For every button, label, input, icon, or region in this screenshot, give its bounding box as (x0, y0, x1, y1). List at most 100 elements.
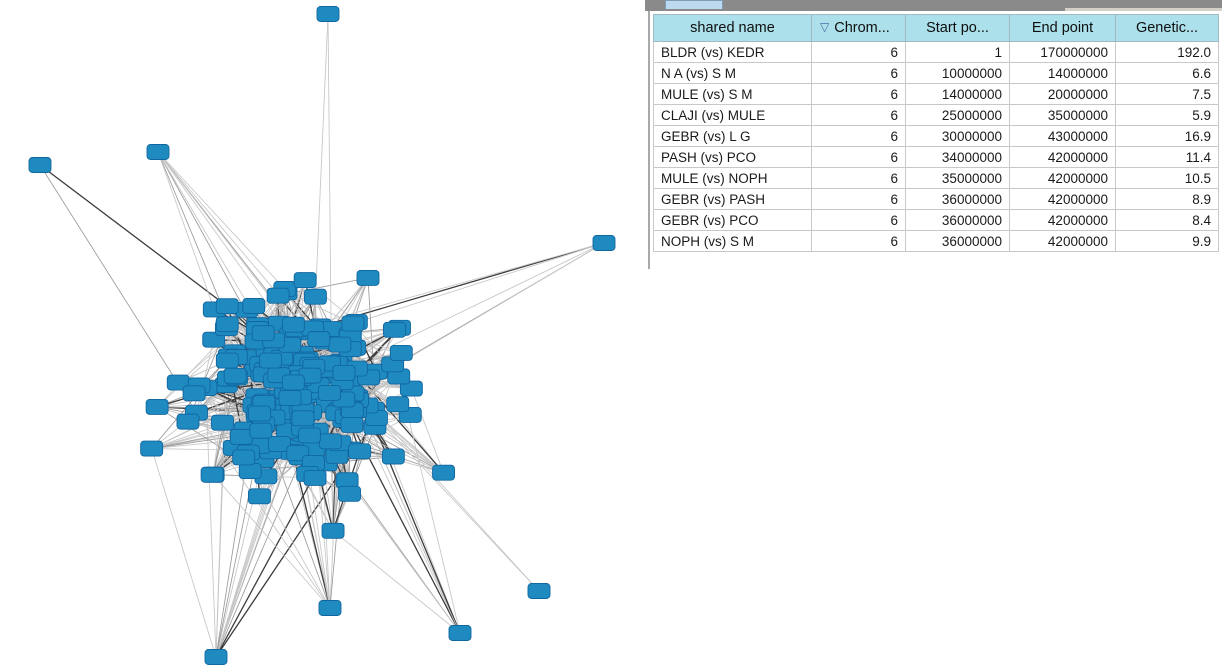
full-network-node[interactable] (293, 272, 317, 289)
cell-shared_name[interactable]: CLAJI (vs) MULE (653, 104, 812, 126)
full-network-node[interactable] (307, 331, 331, 348)
full-network-node[interactable] (140, 440, 164, 457)
column-header-start-point[interactable]: Start po... (905, 14, 1010, 42)
cell-start_point[interactable]: 10000000 (905, 62, 1010, 84)
cell-end_point[interactable]: 42000000 (1009, 188, 1116, 210)
table-row[interactable]: GEBR (vs) PCO 6 36000000 42000000 8.4 (653, 209, 1219, 231)
table-row[interactable]: GEBR (vs) L G 6 30000000 43000000 16.9 (653, 125, 1219, 147)
cell-shared_name[interactable]: PASH (vs) PCO (653, 146, 812, 168)
full-network-node[interactable] (316, 6, 340, 22)
full-network-node[interactable] (399, 380, 423, 397)
full-network-node[interactable] (211, 414, 234, 431)
cell-end_point[interactable]: 43000000 (1009, 125, 1116, 147)
full-network-node[interactable] (229, 428, 253, 445)
cell-end_point[interactable]: 42000000 (1009, 167, 1116, 189)
full-network-node[interactable] (182, 385, 206, 402)
full-network-node[interactable] (335, 472, 359, 489)
cell-start_point[interactable]: 30000000 (905, 125, 1010, 147)
column-header-genetic[interactable]: Genetic... (1115, 14, 1219, 42)
table-row[interactable]: BLDR (vs) KEDR 6 1 170000000 192.0 (653, 41, 1219, 63)
cell-end_point[interactable]: 42000000 (1009, 146, 1116, 168)
cell-shared_name[interactable]: BLDR (vs) KEDR (653, 41, 812, 63)
full-network-node[interactable] (340, 417, 364, 433)
cell-end_point[interactable]: 42000000 (1009, 209, 1116, 231)
cell-chromosome[interactable]: 6 (811, 104, 906, 126)
table-row[interactable]: MULE (vs) S M 6 14000000 20000000 7.5 (653, 83, 1219, 105)
table-row[interactable]: MULE (vs) NOPH 6 35000000 42000000 10.5 (653, 167, 1219, 189)
full-network-node[interactable] (356, 270, 380, 286)
full-network-node[interactable] (248, 488, 271, 505)
column-header-end-point[interactable]: End point (1009, 14, 1116, 42)
cell-start_point[interactable]: 14000000 (905, 83, 1010, 105)
cell-genetic[interactable]: 7.5 (1115, 83, 1219, 105)
full-network-node[interactable] (303, 288, 327, 305)
full-network-node[interactable] (291, 410, 315, 427)
cell-chromosome[interactable]: 6 (811, 41, 906, 63)
cell-start_point[interactable]: 1 (905, 41, 1010, 63)
cell-shared_name[interactable]: GEBR (vs) PCO (653, 209, 812, 231)
table-row[interactable]: CLAJI (vs) MULE 6 25000000 35000000 5.9 (653, 104, 1219, 126)
table-row[interactable]: GEBR (vs) PASH 6 36000000 42000000 8.9 (653, 188, 1219, 210)
cell-shared_name[interactable]: MULE (vs) NOPH (653, 167, 812, 189)
full-network-node[interactable] (251, 325, 275, 342)
table-row[interactable]: N A (vs) S M 6 10000000 14000000 6.6 (653, 62, 1219, 84)
full-network-node[interactable] (204, 649, 228, 665)
cell-chromosome[interactable]: 6 (811, 146, 906, 168)
cell-start_point[interactable]: 25000000 (905, 104, 1010, 126)
cell-shared_name[interactable]: GEBR (vs) PASH (653, 188, 812, 210)
cell-genetic[interactable]: 9.9 (1115, 230, 1219, 252)
column-header-chromosome[interactable]: ▽ Chrom... (811, 14, 906, 42)
cell-end_point[interactable]: 42000000 (1009, 230, 1116, 252)
cell-genetic[interactable]: 16.9 (1115, 125, 1219, 147)
cell-chromosome[interactable]: 6 (811, 188, 906, 210)
full-network-node[interactable] (249, 422, 273, 439)
cell-genetic[interactable]: 8.4 (1115, 209, 1219, 231)
full-network-node[interactable] (281, 316, 305, 333)
full-network-node[interactable] (215, 316, 239, 333)
full-network-node[interactable] (215, 352, 239, 369)
full-network-node[interactable] (278, 390, 302, 406)
full-network-node[interactable] (389, 344, 413, 361)
cell-end_point[interactable]: 170000000 (1009, 41, 1116, 63)
full-network-node[interactable] (341, 315, 365, 332)
cell-shared_name[interactable]: GEBR (vs) L G (653, 125, 812, 147)
cell-chromosome[interactable]: 6 (811, 83, 906, 105)
cell-genetic[interactable]: 8.9 (1115, 188, 1219, 210)
cell-genetic[interactable]: 6.6 (1115, 62, 1219, 84)
cell-genetic[interactable]: 11.4 (1115, 146, 1219, 168)
full-network-node[interactable] (318, 433, 342, 450)
full-network-node[interactable] (318, 600, 342, 616)
cell-start_point[interactable]: 36000000 (905, 209, 1010, 231)
cell-start_point[interactable]: 34000000 (905, 146, 1010, 168)
column-header-shared-name[interactable]: shared name (653, 14, 812, 42)
cell-end_point[interactable]: 35000000 (1009, 104, 1116, 126)
full-network-node[interactable] (332, 365, 356, 381)
full-network-node[interactable] (338, 485, 361, 502)
full-network-node[interactable] (281, 374, 305, 391)
full-network-node[interactable] (527, 583, 551, 599)
cell-genetic[interactable]: 10.5 (1115, 167, 1219, 189)
full-network-node[interactable] (297, 427, 321, 444)
cell-shared_name[interactable]: N A (vs) S M (653, 62, 812, 84)
cell-start_point[interactable]: 36000000 (905, 188, 1010, 210)
table-row[interactable]: PASH (vs) PCO 6 34000000 42000000 11.4 (653, 146, 1219, 168)
full-network-node[interactable] (238, 463, 262, 480)
full-network-node[interactable] (200, 466, 224, 483)
full-network-node[interactable] (348, 443, 372, 460)
panel-tab[interactable] (665, 0, 723, 9)
full-network-node[interactable] (381, 448, 405, 465)
cell-chromosome[interactable]: 6 (811, 125, 906, 147)
full-network-node[interactable] (268, 435, 291, 452)
edge-table-panel[interactable]: shared name ▽ Chrom... Start po... End po… (648, 11, 1222, 269)
full-network-node[interactable] (303, 469, 327, 486)
full-network-node[interactable] (318, 385, 341, 401)
full-network-node[interactable] (432, 464, 456, 481)
full-network-node[interactable] (215, 298, 239, 315)
cell-chromosome[interactable]: 6 (811, 209, 906, 231)
cell-genetic[interactable]: 192.0 (1115, 41, 1219, 63)
full-network-node[interactable] (145, 399, 169, 415)
table-row[interactable]: NOPH (vs) S M 6 36000000 42000000 9.9 (653, 230, 1219, 252)
cell-chromosome[interactable]: 6 (811, 167, 906, 189)
full-network-node[interactable] (223, 367, 247, 384)
full-network-node[interactable] (448, 625, 472, 641)
